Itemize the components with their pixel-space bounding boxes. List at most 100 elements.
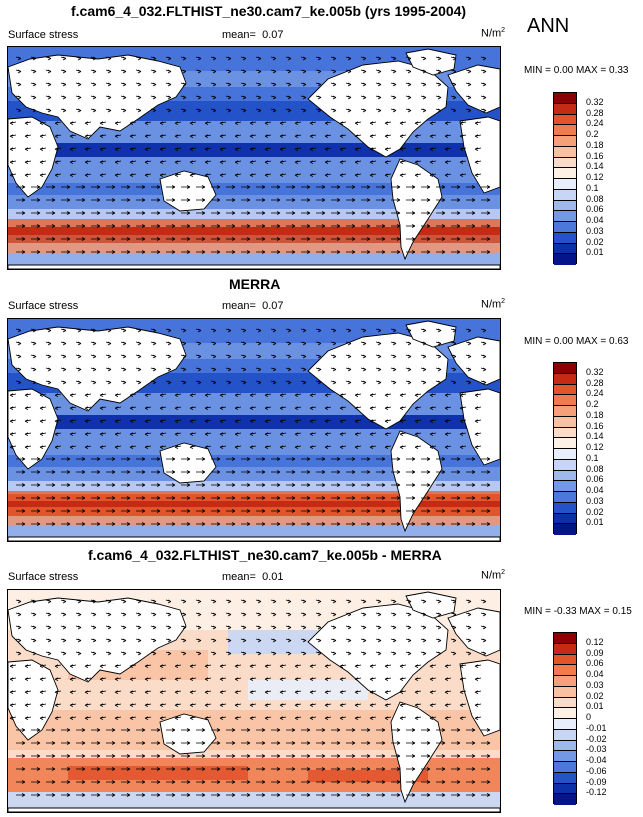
- wind-arrow: [234, 121, 242, 126]
- wind-arrow: [466, 767, 476, 771]
- wind-arrow: [435, 354, 442, 359]
- wind-arrow: [249, 393, 257, 398]
- wind-arrow: [286, 509, 296, 513]
- wind-arrow: [241, 522, 251, 526]
- wind-arrow: [354, 160, 362, 165]
- colorbar-swatch: [554, 179, 576, 190]
- wind-arrow: [106, 483, 116, 487]
- wind-arrow: [196, 185, 206, 189]
- wind-arrow: [481, 754, 491, 758]
- wind-arrow: [429, 406, 437, 411]
- wind-arrow: [459, 664, 467, 669]
- wind-arrow: [204, 121, 212, 126]
- panel-3-map: [7, 589, 501, 813]
- wind-arrow: [114, 445, 122, 450]
- continent-south-america: [390, 701, 443, 804]
- wind-arrow: [331, 198, 341, 202]
- wind-arrow: [91, 198, 101, 202]
- wind-arrow: [450, 599, 457, 604]
- wind-arrow: [15, 56, 22, 61]
- wind-arrow: [474, 703, 482, 708]
- wind-arrow: [219, 445, 227, 450]
- wind-arrow: [226, 522, 236, 526]
- wind-arrow: [301, 237, 311, 241]
- wind-arrow: [180, 69, 187, 74]
- wind-arrow: [316, 741, 326, 745]
- wind-arrow: [204, 160, 212, 165]
- wind-arrow: [30, 612, 37, 617]
- wind-arrow: [331, 237, 341, 241]
- wind-arrow: [429, 393, 437, 398]
- wind-arrow: [451, 522, 461, 526]
- wind-arrow: [61, 211, 71, 215]
- wind-arrow: [54, 677, 62, 682]
- wind-arrow: [196, 741, 206, 745]
- wind-arrow: [375, 56, 382, 61]
- continent-greenland: [405, 48, 457, 76]
- wind-arrow: [46, 780, 56, 784]
- wind-arrow: [481, 780, 491, 784]
- wind-arrow: [166, 470, 176, 474]
- wind-arrow: [180, 82, 187, 87]
- wind-arrow: [369, 419, 377, 424]
- wind-arrow: [300, 638, 307, 643]
- wind-arrow: [300, 651, 307, 656]
- wind-arrow: [241, 237, 251, 241]
- wind-arrow: [390, 108, 397, 113]
- wind-arrow: [114, 703, 122, 708]
- wind-arrow: [189, 703, 197, 708]
- wind-arrow: [255, 638, 262, 643]
- wind-arrow: [120, 354, 127, 359]
- wind-arrow: [106, 237, 116, 241]
- wind-arrow: [189, 121, 197, 126]
- wind-arrow: [339, 716, 347, 721]
- wind-arrow: [129, 677, 137, 682]
- colorbar-tick-label: 0.06: [586, 204, 604, 215]
- wind-arrow: [106, 780, 116, 784]
- wind-arrow: [45, 599, 52, 604]
- wind-arrow: [466, 250, 476, 254]
- wind-arrow: [466, 198, 476, 202]
- wind-arrow: [210, 328, 217, 333]
- wind-arrow: [196, 198, 206, 202]
- wind-arrow: [285, 108, 292, 113]
- wind-arrow: [195, 625, 202, 630]
- wind-arrow: [211, 250, 221, 254]
- wind-arrow: [60, 328, 67, 333]
- wind-arrow: [211, 198, 221, 202]
- wind-arrow: [15, 82, 22, 87]
- wind-arrow: [120, 367, 127, 372]
- wind-arrow: [279, 716, 287, 721]
- wind-arrow: [219, 690, 227, 695]
- wind-arrow: [189, 432, 197, 437]
- wind-arrow: [166, 522, 176, 526]
- colorbar-tick-label: 0.03: [586, 225, 604, 236]
- wind-arrow: [444, 121, 452, 126]
- wind-arrow: [30, 328, 37, 333]
- wind-arrow: [150, 108, 157, 113]
- continent-australia: [159, 170, 217, 212]
- wind-arrow: [120, 625, 127, 630]
- wind-arrow: [360, 328, 367, 333]
- colorbar-tick-label: 0.16: [586, 420, 604, 431]
- wind-arrow: [451, 237, 461, 241]
- wind-arrow: [271, 198, 281, 202]
- wind-arrow: [399, 716, 407, 721]
- wind-arrow: [429, 716, 437, 721]
- wind-arrow: [384, 406, 392, 411]
- wind-arrow: [234, 134, 242, 139]
- wind-arrow: [30, 599, 37, 604]
- wind-arrow: [61, 793, 71, 797]
- wind-arrow: [106, 767, 116, 771]
- wind-arrow: [316, 457, 326, 461]
- panel-3-colorbar: [553, 632, 577, 805]
- wind-arrow: [226, 198, 236, 202]
- wind-arrow: [174, 134, 182, 139]
- wind-arrow: [315, 612, 322, 617]
- wind-arrow: [271, 457, 281, 461]
- wind-arrow: [105, 380, 112, 385]
- wind-arrow: [339, 690, 347, 695]
- wind-arrow: [331, 496, 341, 500]
- wind-arrow: [451, 780, 461, 784]
- wind-arrow: [219, 432, 227, 437]
